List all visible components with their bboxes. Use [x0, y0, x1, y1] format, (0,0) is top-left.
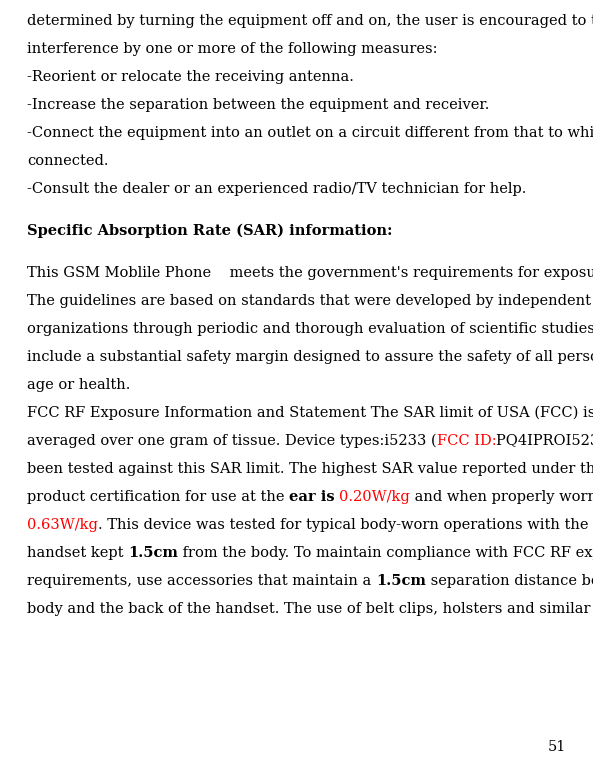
- Text: FCC RF Exposure Information and Statement The SAR limit of USA (FCC) is 1.6 W/kg: FCC RF Exposure Information and Statemen…: [27, 406, 593, 420]
- Text: interference by one or more of the following measures:: interference by one or more of the follo…: [27, 42, 438, 56]
- Text: separation distance between the user's: separation distance between the user's: [426, 574, 593, 588]
- Text: The guidelines are based on standards that were developed by independent scienti: The guidelines are based on standards th…: [27, 294, 593, 308]
- Text: determined by turning the equipment off and on, the user is encouraged to try to: determined by turning the equipment off …: [27, 14, 593, 28]
- Text: -Consult the dealer or an experienced radio/TV technician for help.: -Consult the dealer or an experienced ra…: [27, 182, 527, 196]
- Text: age or health.: age or health.: [27, 378, 130, 392]
- Text: -Connect the equipment into an outlet on a circuit different from that to which : -Connect the equipment into an outlet on…: [27, 126, 593, 140]
- Text: This GSM Moblile Phone    meets the government's requirements for exposure to ra: This GSM Moblile Phone meets the governm…: [27, 266, 593, 280]
- Text: 0.20W/kg: 0.20W/kg: [339, 490, 410, 504]
- Text: connected.: connected.: [27, 154, 109, 168]
- Text: ear is: ear is: [289, 490, 335, 504]
- Text: handset kept: handset kept: [27, 546, 128, 560]
- Text: been tested against this SAR limit. The highest SAR value reported under this st: been tested against this SAR limit. The …: [27, 462, 593, 476]
- Text: 51: 51: [547, 740, 566, 754]
- Text: Specific Absorption Rate (SAR) information:: Specific Absorption Rate (SAR) informati…: [27, 224, 393, 238]
- Text: 1.5cm: 1.5cm: [376, 574, 426, 588]
- Text: product certification for use at the: product certification for use at the: [27, 490, 289, 504]
- Text: -Reorient or relocate the receiving antenna.: -Reorient or relocate the receiving ante…: [27, 70, 354, 84]
- Text: 0.63W/kg: 0.63W/kg: [27, 518, 98, 532]
- Text: PQ4IPROI5233) has also: PQ4IPROI5233) has also: [496, 434, 593, 448]
- Text: requirements, use accessories that maintain a: requirements, use accessories that maint…: [27, 574, 376, 588]
- Text: -Increase the separation between the equipment and receiver.: -Increase the separation between the equ…: [27, 98, 489, 112]
- Text: and when properly worn on the body is: and when properly worn on the body is: [410, 490, 593, 504]
- Text: include a substantial safety margin designed to assure the safety of all persons: include a substantial safety margin desi…: [27, 350, 593, 364]
- Text: averaged over one gram of tissue. Device types:i5233 (: averaged over one gram of tissue. Device…: [27, 434, 436, 449]
- Text: . This device was tested for typical body-worn operations with the back of the: . This device was tested for typical bod…: [98, 518, 593, 532]
- Text: from the body. To maintain compliance with FCC RF exposure: from the body. To maintain compliance wi…: [178, 546, 593, 560]
- Text: FCC ID:: FCC ID:: [436, 434, 496, 448]
- Text: organizations through periodic and thorough evaluation of scientific studies. Th: organizations through periodic and thoro…: [27, 322, 593, 336]
- Text: 1.5cm: 1.5cm: [128, 546, 178, 560]
- Text: body and the back of the handset. The use of belt clips, holsters and similar ac: body and the back of the handset. The us…: [27, 602, 593, 616]
